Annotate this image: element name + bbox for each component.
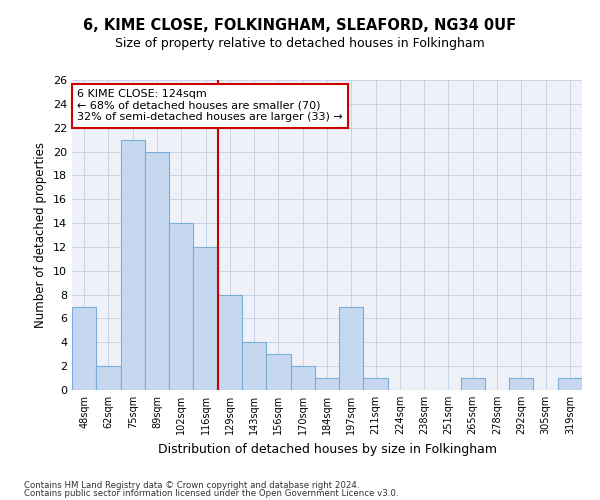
Bar <box>461 378 485 390</box>
Text: Size of property relative to detached houses in Folkingham: Size of property relative to detached ho… <box>115 38 485 51</box>
Bar <box>558 378 582 390</box>
Bar <box>193 247 218 390</box>
Bar <box>242 342 266 390</box>
Text: Contains public sector information licensed under the Open Government Licence v3: Contains public sector information licen… <box>24 489 398 498</box>
Y-axis label: Number of detached properties: Number of detached properties <box>34 142 47 328</box>
Bar <box>218 294 242 390</box>
Bar <box>315 378 339 390</box>
Bar <box>145 152 169 390</box>
Text: Contains HM Land Registry data © Crown copyright and database right 2024.: Contains HM Land Registry data © Crown c… <box>24 480 359 490</box>
Bar <box>339 306 364 390</box>
Bar <box>364 378 388 390</box>
Bar <box>169 223 193 390</box>
Bar <box>121 140 145 390</box>
Text: 6, KIME CLOSE, FOLKINGHAM, SLEAFORD, NG34 0UF: 6, KIME CLOSE, FOLKINGHAM, SLEAFORD, NG3… <box>83 18 517 32</box>
Bar <box>290 366 315 390</box>
Bar <box>509 378 533 390</box>
Bar <box>96 366 121 390</box>
Text: 6 KIME CLOSE: 124sqm
← 68% of detached houses are smaller (70)
32% of semi-detac: 6 KIME CLOSE: 124sqm ← 68% of detached h… <box>77 90 343 122</box>
Bar <box>72 306 96 390</box>
Bar <box>266 354 290 390</box>
X-axis label: Distribution of detached houses by size in Folkingham: Distribution of detached houses by size … <box>157 442 497 456</box>
